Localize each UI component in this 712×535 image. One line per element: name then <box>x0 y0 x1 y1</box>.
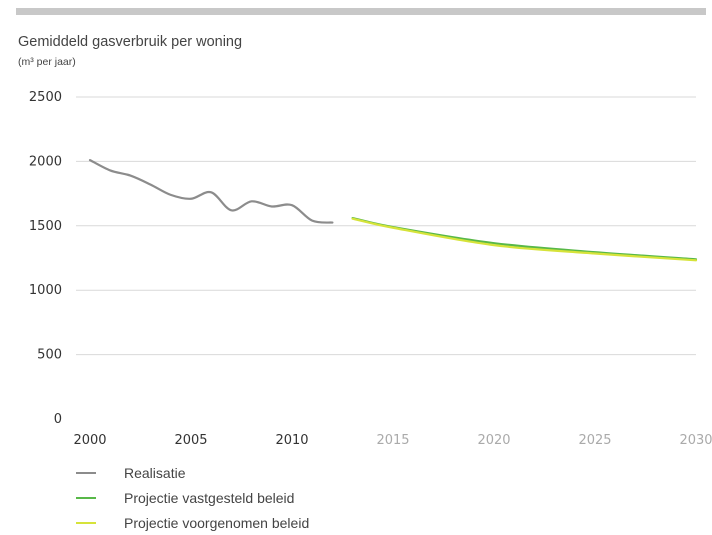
x-tick-label-2015: 2015 <box>376 433 409 448</box>
legend-swatch-realisatie <box>76 471 96 474</box>
y-tick-label-2500: 2500 <box>29 90 62 105</box>
series-lines <box>88 159 698 262</box>
legend-item-voorgenomen: Projectie voorgenomen beleid <box>76 510 309 535</box>
y-tick-label-1500: 1500 <box>29 219 62 234</box>
legend-label-vastgesteld: Projectie vastgesteld beleid <box>124 489 295 506</box>
x-tick-label-2000: 2000 <box>73 433 106 448</box>
y-tick-label-500: 500 <box>37 348 62 363</box>
legend-item-realisatie: Realisatie <box>76 460 309 485</box>
top-divider-bar <box>16 8 706 15</box>
x-tick-label-2020: 2020 <box>477 433 510 448</box>
legend: Realisatie Projectie vastgesteld beleid … <box>76 460 309 535</box>
x-tick-label-2005: 2005 <box>174 433 207 448</box>
y-tick-label-1000: 1000 <box>29 283 62 298</box>
legend-item-vastgesteld: Projectie vastgesteld beleid <box>76 485 309 510</box>
y-tick-label-2000: 2000 <box>29 154 62 169</box>
series-line-realisatie <box>88 159 334 224</box>
series-line-vastgesteld-beleid <box>351 216 698 261</box>
x-axis-ticks: 2000 2005 2010 2015 2020 2025 2030 <box>73 433 712 448</box>
legend-swatch-vastgesteld <box>76 496 96 499</box>
x-tick-label-2010: 2010 <box>275 433 308 448</box>
x-tick-label-2025: 2025 <box>578 433 611 448</box>
legend-label-voorgenomen: Projectie voorgenomen beleid <box>124 514 310 531</box>
legend-label-realisatie: Realisatie <box>124 464 186 481</box>
y-axis-ticks: 0 500 1000 1500 2000 2500 <box>29 90 62 427</box>
series-line-voorgenomen-beleid <box>351 217 698 262</box>
chart-title: Gemiddeld gasverbruik per woning <box>18 34 243 50</box>
x-tick-label-2030: 2030 <box>679 433 712 448</box>
y-tick-label-0: 0 <box>54 412 62 427</box>
legend-swatch-voorgenomen <box>76 521 96 524</box>
chart-subtitle: (m³ per jaar) <box>18 56 76 68</box>
